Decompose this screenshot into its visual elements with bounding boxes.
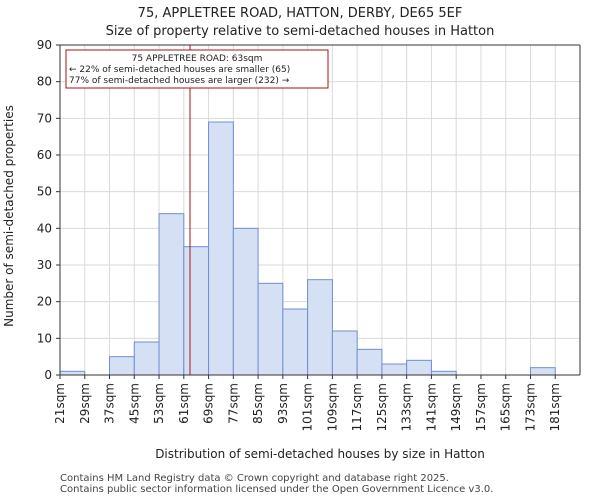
histogram-bar xyxy=(381,363,408,376)
histogram-bar xyxy=(158,213,185,376)
histogram-bar xyxy=(232,227,259,376)
x-tick-label: 101sqm xyxy=(301,383,315,431)
y-axis-label: Number of semi-detached properties xyxy=(2,105,16,327)
x-tick-label: 53sqm xyxy=(152,383,166,424)
footer-line-1: Contains HM Land Registry data © Crown c… xyxy=(60,473,449,484)
histogram-bar xyxy=(109,356,135,376)
y-tick-label: 20 xyxy=(37,295,52,309)
annotation-line: ← 22% of semi-detached houses are smalle… xyxy=(69,65,290,75)
y-tick-label: 80 xyxy=(37,75,52,89)
y-tick-label: 10 xyxy=(37,331,52,345)
histogram-bar xyxy=(133,341,160,376)
x-tick-label: 173sqm xyxy=(523,383,537,431)
histogram-bar xyxy=(406,359,432,376)
x-tick-label: 29sqm xyxy=(78,383,92,424)
chart-subtitle: Size of property relative to semi-detach… xyxy=(105,24,495,39)
annotation-box xyxy=(65,49,329,89)
x-tick-label: 125sqm xyxy=(375,383,389,431)
histogram-bar xyxy=(59,370,86,376)
histogram-bar xyxy=(257,282,284,376)
histogram-bar xyxy=(356,348,383,376)
y-tick-label: 40 xyxy=(37,221,52,235)
histogram-bar xyxy=(331,330,358,376)
y-tick-label: 60 xyxy=(37,148,52,162)
x-tick-label: 157sqm xyxy=(474,383,488,431)
x-tick-label: 37sqm xyxy=(103,383,117,424)
y-tick-label: 70 xyxy=(37,111,52,125)
x-tick-label: 77sqm xyxy=(226,383,240,424)
histogram-bar xyxy=(430,370,457,376)
x-tick-label: 61sqm xyxy=(177,383,191,424)
x-tick-label: 45sqm xyxy=(127,383,141,424)
x-tick-label: 165sqm xyxy=(499,383,513,431)
histogram-bar xyxy=(282,308,309,376)
axis-layer: 0 10 20 30 40 50 60 70 80 90 21sqm 29sqm 37sqm 45sqm 5… xyxy=(37,38,581,431)
y-tick-label: 90 xyxy=(37,38,52,52)
x-tick-label: 69sqm xyxy=(202,383,216,424)
annotation-line: 77% of semi-detached houses are larger (… xyxy=(69,76,290,86)
histogram-bar xyxy=(529,367,556,376)
y-tick-label: 0 xyxy=(44,368,52,382)
histogram-bar xyxy=(183,246,210,376)
x-axis-label: Distribution of semi-detached houses by … xyxy=(155,447,485,461)
annotation-layer: 75 APPLETREE ROAD: 63sqm← 22% of semi-de… xyxy=(65,49,329,89)
y-tick-label: 30 xyxy=(37,258,52,272)
x-tick-label: 181sqm xyxy=(548,383,562,431)
x-tick-label: 141sqm xyxy=(424,383,438,431)
x-tick-label: 133sqm xyxy=(400,383,414,431)
x-tick-label: 21sqm xyxy=(53,383,67,424)
y-tick-label: 50 xyxy=(37,185,52,199)
x-tick-label: 93sqm xyxy=(276,383,290,424)
x-tick-label: 117sqm xyxy=(350,383,364,431)
histogram-bar xyxy=(208,121,234,376)
footer-line-2: Contains public sector information licen… xyxy=(60,484,494,495)
x-tick-label: 149sqm xyxy=(449,383,463,431)
annotation-line: 75 APPLETREE ROAD: 63sqm xyxy=(132,54,263,64)
histogram-bar xyxy=(307,279,333,376)
x-tick-label: 85sqm xyxy=(251,383,265,424)
chart-title: 75, APPLETREE ROAD, HATTON, DERBY, DE65 … xyxy=(137,6,463,21)
x-tick-label: 109sqm xyxy=(325,383,339,431)
